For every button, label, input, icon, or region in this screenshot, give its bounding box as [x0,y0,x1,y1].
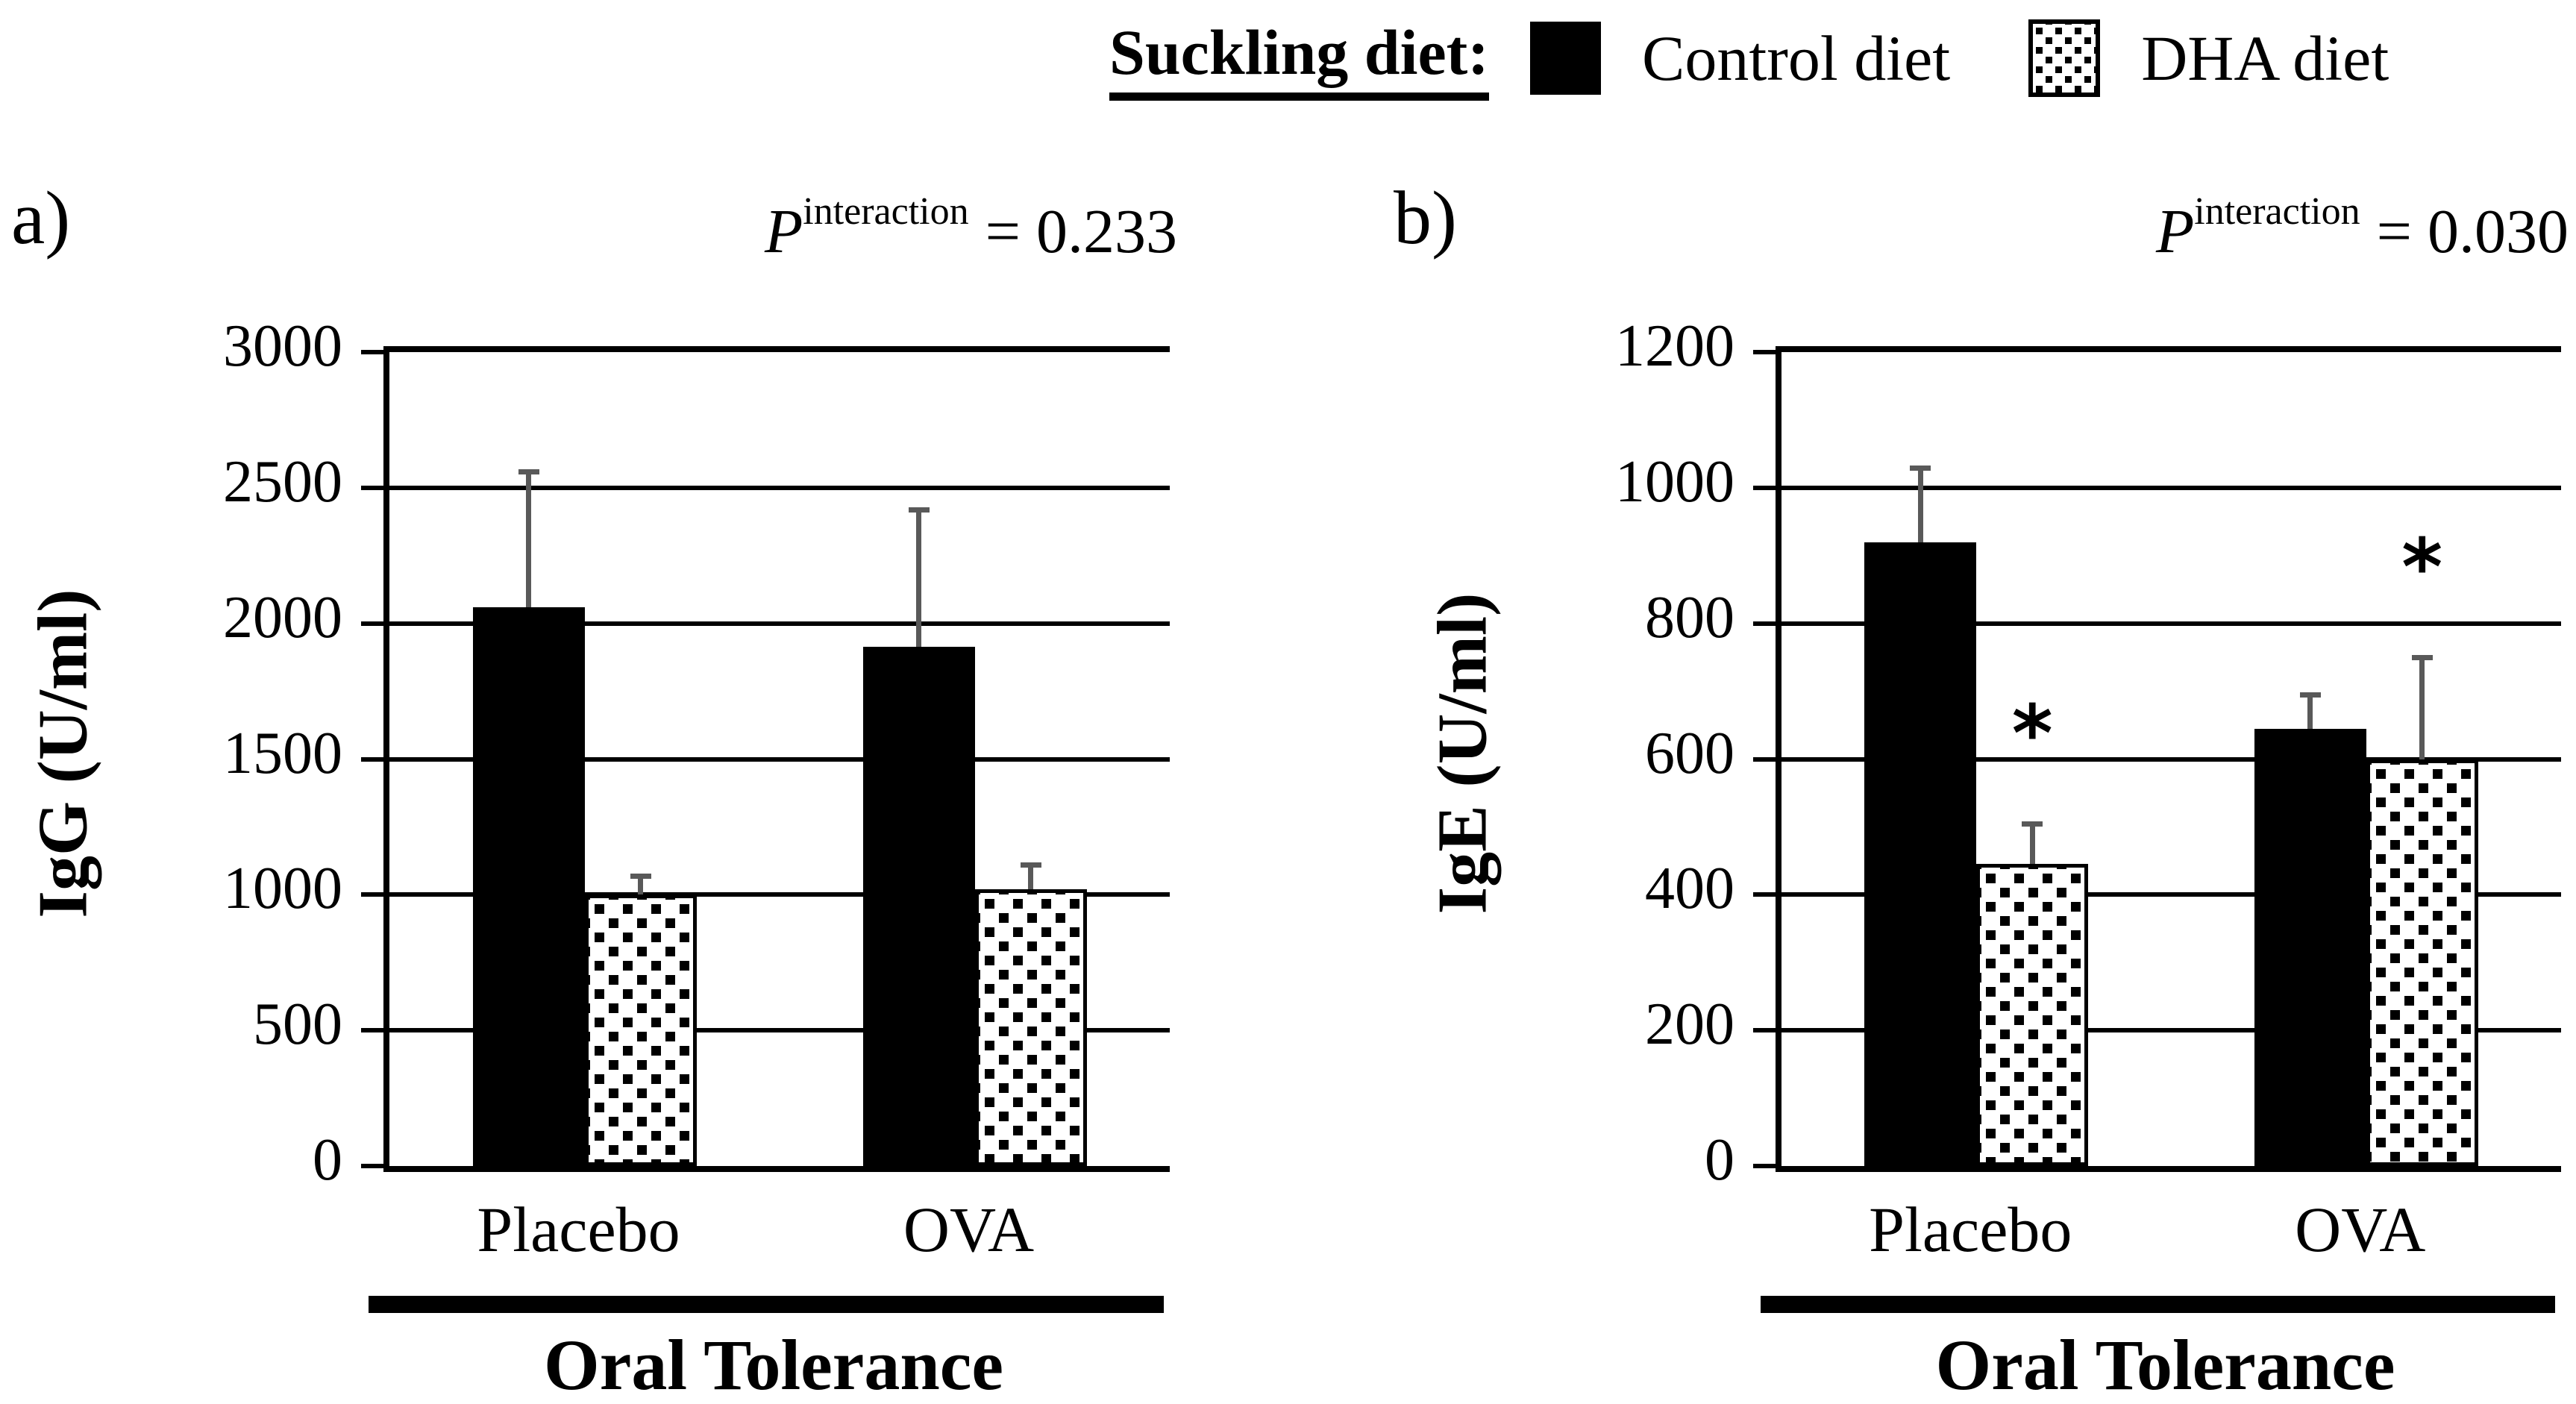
bar-a-placebo-dha [584,894,697,1166]
y-axis-title-wrap-a: IgG (U/ml) [19,346,108,1160]
y-tick-b-400 [1753,892,1776,897]
p-value: = 0.030 [2376,197,2569,266]
y-tick-label-a-1500: 1500 [223,720,342,786]
bar-a-ova-dha [974,889,1087,1166]
p-interaction-annotation-a: Pinteraction = 0.233 [383,190,1177,268]
y-tick-b-1200 [1753,350,1776,354]
y-tick-label-a-2000: 2000 [223,584,342,651]
error-bar-cap-a-placebo-1 [630,873,651,879]
panel-label-a: a) [11,176,71,260]
y-tick-label-b-1200: 1200 [1615,313,1734,379]
error-bar-cap-b-ova-1 [2411,655,2433,661]
error-bar-cap-a-placebo-0 [518,469,539,474]
legend-label-dha-diet: DHA diet [2141,22,2389,94]
y-tick-b-600 [1753,756,1776,762]
y-tick-b-200 [1753,1028,1776,1033]
y-tick-label-a-3000: 3000 [223,313,342,379]
x-category-label-a-ova: OVA [903,1194,1035,1265]
error-bar-stem-a-ova-1 [1028,865,1033,890]
error-bar-stem-a-ova-0 [916,509,921,647]
bar-a-ova-control [862,646,975,1166]
y-tick-a-3000 [361,350,383,354]
suckling-diet-legend: Suckling diet: Control diet DHA diet [1109,7,2389,108]
y-tick-label-b-800: 800 [1645,584,1734,651]
gridline-b-1000 [1781,485,2561,490]
y-tick-label-b-400: 400 [1645,856,1734,922]
y-tick-b-0 [1753,1164,1776,1168]
y-tick-a-500 [361,1028,383,1033]
bar-b-placebo-dha [1976,864,2089,1166]
p-value: = 0.233 [985,197,1177,266]
error-bar-stem-a-placebo-0 [526,471,531,607]
category-underline-a [369,1296,1164,1313]
error-bar-cap-b-placebo-0 [1910,465,1931,471]
dha-diet-swatch-icon [2028,19,2101,97]
category-underline-b [1761,1296,2555,1313]
control-diet-swatch-icon [1529,21,1601,95]
gridline-a-1000 [389,892,1170,897]
y-axis-title-a: IgG (U/ml) [25,588,103,918]
y-tick-b-1000 [1753,485,1776,490]
y-axis-title-b: IgE (U/ml) [1423,592,1501,914]
plot-area-a [361,346,1170,1172]
y-tick-a-1000 [361,892,383,897]
y-tick-label-a-500: 500 [253,991,342,1058]
gridline-a-2500 [389,485,1170,490]
y-tick-b-800 [1753,621,1776,626]
error-bar-cap-a-ova-1 [1020,862,1041,868]
error-bar-cap-b-ova-0 [2299,692,2321,698]
error-bar-cap-a-ova-0 [908,507,930,513]
gridline-a-2000 [389,621,1170,626]
plot-area-b: * * [1753,346,2561,1172]
y-tick-label-a-0: 0 [313,1127,342,1193]
y-tick-label-b-0: 0 [1705,1127,1734,1193]
x-category-label-a-placebo: Placebo [477,1194,680,1265]
y-tick-a-2500 [361,485,383,490]
y-tick-label-a-2500: 2500 [223,448,342,515]
error-bar-stem-b-placebo-1 [2029,823,2035,865]
legend-title: Suckling diet: [1109,15,1489,101]
bar-a-placebo-control [472,607,585,1166]
error-bar-cap-b-placebo-1 [2022,821,2043,827]
p-symbol: P [764,197,803,266]
bar-b-ova-control [2254,728,2366,1166]
gridline-b-200 [1781,1028,2561,1033]
x-axis-title-b: Oral Tolerance [1935,1325,2395,1404]
bar-b-ova-dha [2366,759,2478,1166]
significance-asterisk-b-ova: * [2401,522,2443,614]
panel-label-b: b) [1394,176,1457,260]
bar-b-placebo-control [1864,542,1977,1166]
gridline-a-1500 [389,756,1170,762]
significance-asterisk-b-placebo: * [2011,688,2053,780]
y-tick-label-b-200: 200 [1645,991,1734,1058]
y-tick-a-1500 [361,756,383,762]
x-category-label-b-placebo: Placebo [1869,1194,2072,1265]
error-bar-stem-b-ova-1 [2419,657,2425,759]
gridline-b-400 [1781,892,2561,897]
gridline-b-600 [1781,756,2561,762]
y-axis-title-wrap-b: IgE (U/ml) [1417,346,1507,1160]
p-interaction-annotation-b: Pinteraction = 0.030 [1776,190,2569,268]
x-category-label-b-ova: OVA [2295,1194,2426,1265]
p-superscript: interaction [803,190,969,233]
x-axis-title-a: Oral Tolerance [544,1325,1003,1404]
y-tick-label-b-1000: 1000 [1615,448,1734,515]
p-symbol: P [2155,197,2195,266]
error-bar-stem-b-placebo-0 [1917,467,1923,542]
gridline-a-500 [389,1028,1170,1033]
y-tick-label-a-1000: 1000 [223,856,342,922]
p-superscript: interaction [2194,190,2360,233]
y-tick-label-b-600: 600 [1645,720,1734,786]
y-tick-a-0 [361,1164,383,1168]
y-tick-a-2000 [361,621,383,626]
error-bar-stem-b-ova-0 [2307,695,2313,729]
error-bar-stem-a-placebo-1 [638,875,643,895]
legend-label-control-diet: Control diet [1641,22,1951,94]
gridline-b-800 [1781,621,2561,626]
